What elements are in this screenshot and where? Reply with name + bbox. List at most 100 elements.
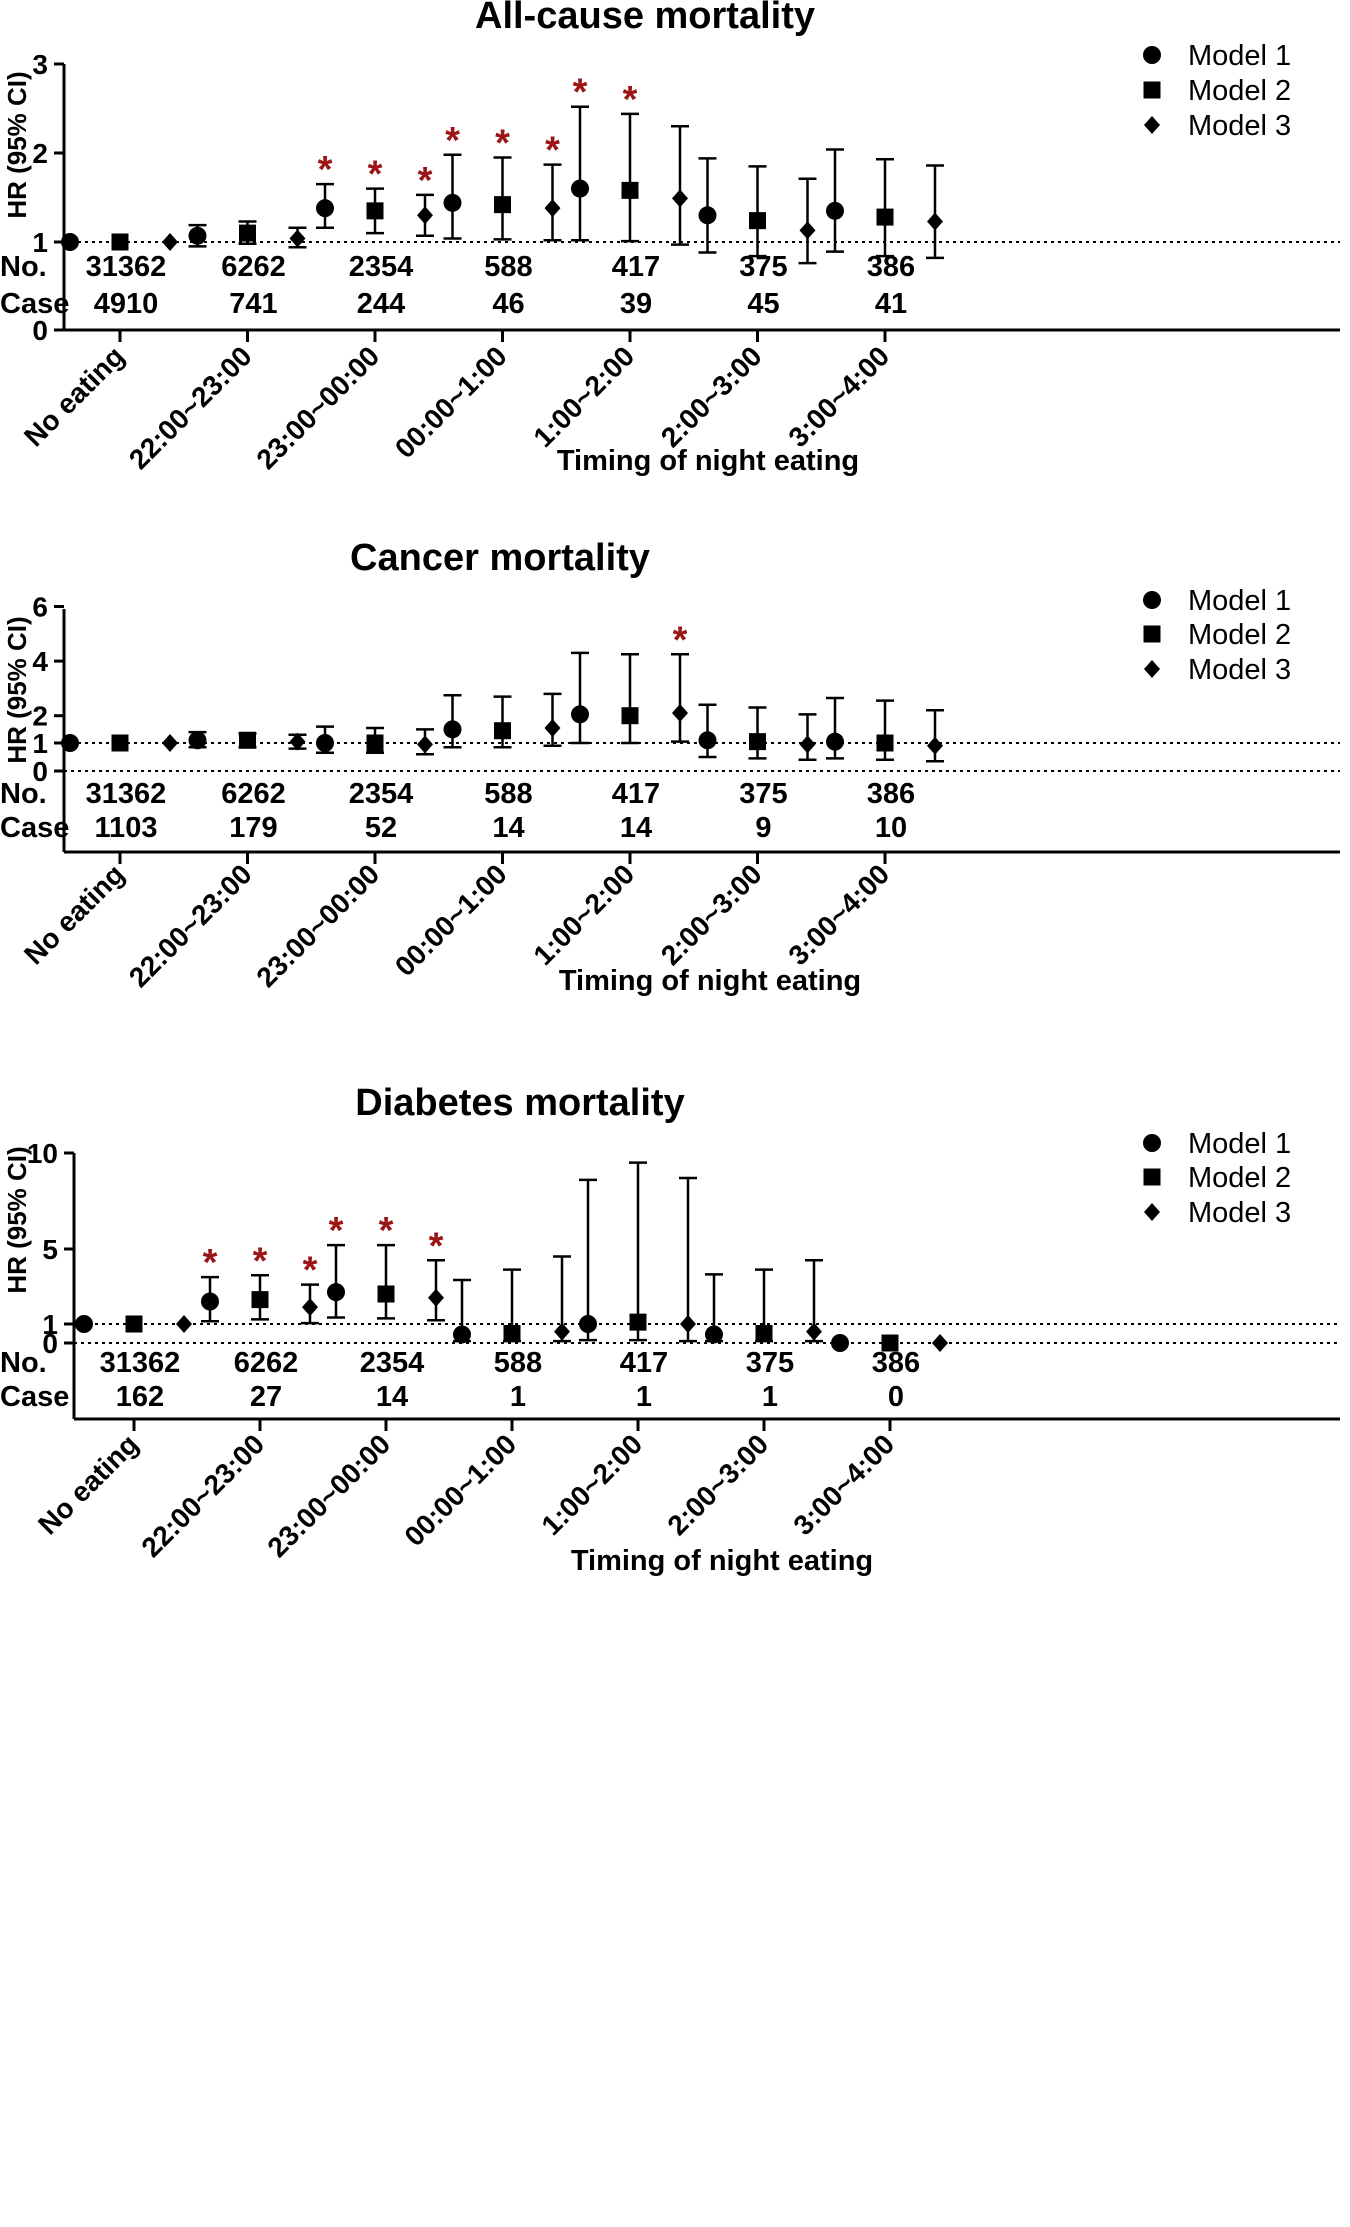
no-row-label: No. [0, 778, 47, 810]
model2-point [749, 212, 766, 230]
case-value: 10 [875, 812, 907, 844]
y-tick-label: 2 [32, 138, 48, 169]
y-tick-label: 1 [42, 1309, 58, 1340]
significance-star: * [445, 120, 460, 162]
significance-star: * [418, 160, 433, 202]
model2-point [503, 1325, 521, 1342]
model2-point [881, 1334, 899, 1352]
model3-point [544, 199, 561, 218]
significance-star: * [573, 72, 588, 114]
model2-point [111, 734, 129, 752]
model3-point [162, 734, 178, 752]
legend-label: Model 2 [1188, 75, 1291, 107]
model2-point [876, 734, 894, 752]
legend-diamond-marker [1144, 116, 1160, 134]
model1-point [705, 1325, 723, 1344]
x-category-label: 3:00~4:00 [788, 1428, 901, 1541]
model2-point [111, 233, 129, 251]
significance-star: * [623, 79, 638, 121]
y-axis-label: HR (95% CI) [2, 1146, 32, 1293]
chart-title: Cancer mortality [350, 537, 650, 579]
x-axis-label: Timing of night eating [557, 445, 859, 477]
legend-diamond-marker [1144, 660, 1160, 678]
x-category-label: 3:00~4:00 [783, 340, 896, 453]
x-category-label: 22:00~23:00 [123, 858, 258, 993]
legend-label: Model 3 [1188, 1197, 1291, 1229]
x-category-label: 23:00~00:00 [261, 1428, 396, 1563]
model2-point [366, 734, 384, 752]
model1-point [698, 731, 717, 750]
model2-point [125, 1315, 143, 1333]
significance-star: * [495, 122, 510, 164]
model3-point [162, 233, 178, 251]
x-axis-label: Timing of night eating [559, 965, 861, 997]
case-value: 1103 [95, 812, 158, 844]
y-tick-label: 2 [32, 701, 48, 732]
case-value: 162 [116, 1381, 164, 1413]
model1-point [453, 1325, 471, 1344]
model1-point [571, 705, 589, 724]
case-value: 14 [376, 1381, 408, 1413]
x-axis-label: Timing of night eating [571, 1545, 873, 1577]
model3-point [289, 229, 306, 248]
no-value: 2354 [349, 251, 414, 283]
case-value: 45 [747, 288, 779, 320]
chart-title: All-cause mortality [475, 0, 815, 37]
panel-cancer-mortality: Cancer mortality HR (95% CI)012 4 6 No.Case N… [0, 537, 1340, 997]
case-value: 9 [755, 812, 771, 844]
legend-label: Model 3 [1188, 654, 1291, 686]
y-tick-label: 3 [32, 49, 48, 80]
significance-star: * [545, 130, 560, 172]
no-value: 417 [620, 1347, 668, 1379]
no-value: 386 [867, 778, 915, 810]
model1-point [571, 179, 589, 198]
x-category-label: 22:00~23:00 [135, 1428, 270, 1563]
chart-title: Diabetes mortality [355, 1082, 684, 1124]
no-value: 6262 [221, 778, 286, 810]
case-value: 14 [620, 812, 652, 844]
legend-square-marker [1143, 1168, 1161, 1186]
case-value: 39 [620, 288, 652, 320]
x-category-label: 00:00~1:00 [398, 1428, 522, 1552]
model2-point [251, 1291, 269, 1309]
case-value: 0 [888, 1381, 904, 1413]
y-tick-label: 1 [32, 728, 48, 759]
legend-label: Model 2 [1188, 1162, 1291, 1194]
model3-point [672, 189, 688, 208]
x-category-label: No eating [32, 1428, 144, 1540]
x-category-label: 23:00~00:00 [250, 858, 385, 993]
model3-point [927, 212, 943, 231]
no-value: 31362 [100, 1347, 181, 1379]
no-value: 31362 [86, 778, 167, 810]
significance-star: * [673, 619, 688, 661]
significance-star: * [203, 1242, 218, 1284]
model2-point [621, 181, 639, 199]
no-value: 588 [484, 778, 532, 810]
legend-label: Model 1 [1188, 40, 1291, 72]
legend-label: Model 1 [1188, 1128, 1291, 1160]
model1-point [61, 734, 79, 752]
x-category-label: 1:00~2:00 [528, 340, 641, 453]
legend-diamond-marker [1144, 1203, 1160, 1221]
model2-point [621, 707, 639, 725]
panel-all-cause-mortality: All-cause mortality HR (95% CI) 0 1 2 3 No. Cas… [0, 0, 1340, 477]
model2-point [239, 731, 256, 749]
y-tick-label: 1 [32, 227, 48, 258]
model2-point [494, 722, 511, 740]
model3-point [932, 1334, 948, 1352]
x-category-label: 00:00~1:00 [389, 340, 513, 464]
model3-point [927, 736, 943, 755]
no-value: 2354 [360, 1347, 425, 1379]
no-value: 6262 [234, 1347, 299, 1379]
no-value: 417 [612, 251, 660, 283]
legend-square-marker [1143, 81, 1161, 99]
case-value: 27 [250, 1381, 282, 1413]
case-value: 46 [492, 288, 524, 320]
model2-point [494, 196, 511, 214]
no-row-label: No. [0, 251, 47, 283]
no-value: 417 [612, 778, 660, 810]
no-value: 375 [739, 778, 787, 810]
model3-point [544, 718, 561, 737]
case-value: 1 [510, 1381, 526, 1413]
